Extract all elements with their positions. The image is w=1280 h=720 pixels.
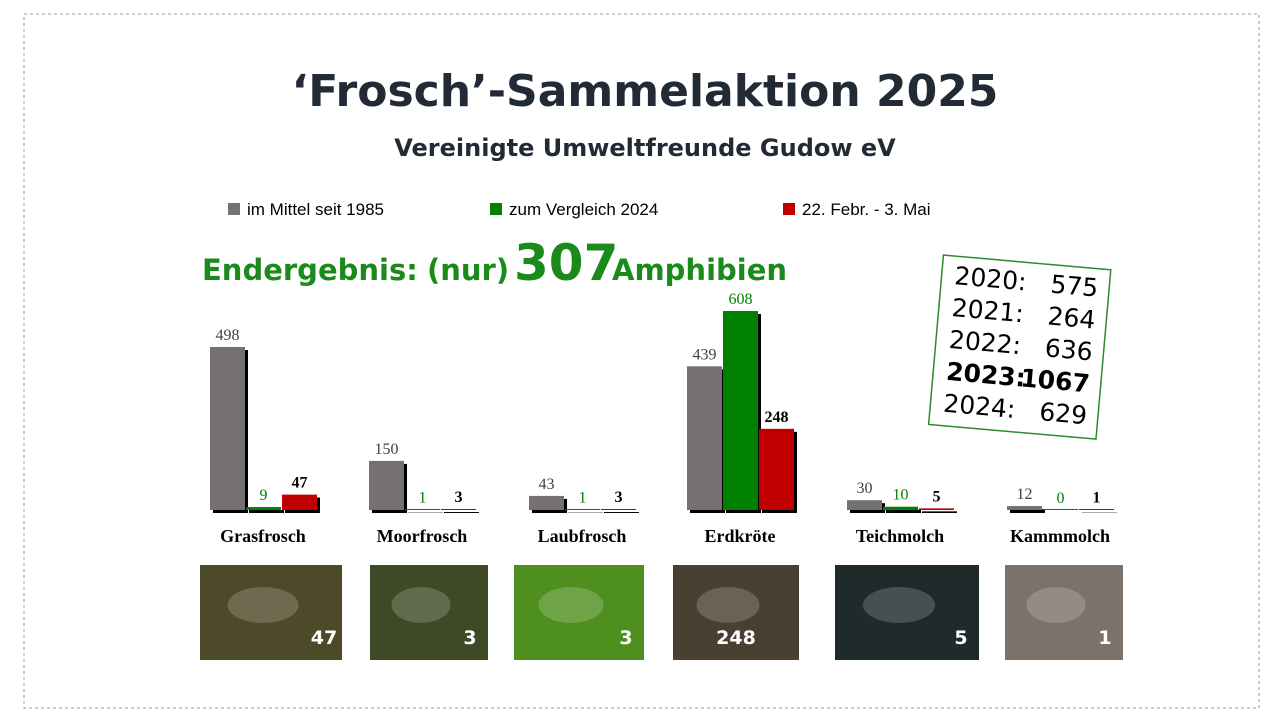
bar [210,347,245,510]
bar [919,508,954,510]
bar [723,311,758,510]
animal-photo [835,565,979,660]
bar [441,509,476,510]
bar-shadow [1010,509,1045,513]
category-label: Moorfrosch [377,526,468,546]
legend-label: im Mittel seit 1985 [247,200,384,219]
animal-photo [370,565,488,660]
value-label: 3 [455,489,463,506]
legend-label: zum Vergleich 2024 [509,200,658,219]
bar [565,509,600,510]
value-label: 43 [539,476,555,493]
value-label: 12 [1017,486,1033,503]
legend-swatch [228,203,240,215]
year-label: 2022: [948,325,1022,360]
photo-count: 3 [463,627,476,649]
bar-shadow [444,512,479,513]
result-qualifier: (nur) [427,253,509,287]
value-label: 47 [292,475,308,492]
legend-swatch [490,203,502,215]
photo-count: 248 [716,627,756,649]
value-label: 3 [615,489,623,506]
animal-shape [538,587,604,623]
bar [601,509,636,510]
result-total: 307 [514,234,618,292]
year-label: 2020: [953,261,1027,296]
bar-shadow [604,512,639,513]
legend-label: 22. Febr. - 3. Mai [802,200,931,219]
year-value: 575 [1049,270,1099,303]
bar [1079,509,1114,510]
chart-title: ‘Frosch’-Sammelaktion 2025 [292,66,999,117]
result-label: Endergebnis: [202,253,418,287]
year-label: 2021: [951,293,1025,328]
value-label: 608 [729,291,753,308]
value-label: 150 [375,441,399,458]
value-label: 5 [933,488,941,505]
animal-shape [391,587,451,623]
value-label: 10 [893,487,909,504]
animal-shape [1026,587,1086,623]
bar [369,460,404,510]
bar [529,495,564,510]
year-label: 2024: [942,389,1016,424]
year-box-frame [927,254,1112,440]
animal-photo [1005,565,1123,660]
photo-count: 47 [311,627,337,649]
animal-photo [200,565,342,660]
year-value: 264 [1047,302,1097,335]
value-label: 30 [857,480,873,497]
bar [847,500,882,510]
value-label: 1 [1093,490,1101,507]
bar [759,428,794,510]
category-label: Laubfrosch [538,526,627,546]
value-label: 1 [419,490,427,507]
bar [1043,509,1078,510]
year-value: 629 [1038,397,1088,430]
photo-count: 1 [1098,627,1111,649]
animal-shape [863,587,935,623]
value-label: 0 [1057,490,1065,507]
bar [282,494,317,510]
year-value: 1067 [1019,363,1091,398]
result-unit: Amphibien [612,253,787,287]
value-label: 9 [260,487,268,504]
bar [246,507,281,510]
year-label: 2023: [945,357,1027,393]
year-value: 636 [1044,333,1094,366]
bar [1007,506,1042,510]
bar-shadow [886,509,921,513]
photo-count: 5 [954,627,967,649]
value-label: 498 [216,327,240,344]
slide-border [23,13,1260,709]
photo-count: 3 [619,627,632,649]
animal-shape [696,587,760,623]
category-label: Teichmolch [856,526,944,546]
bar [687,366,722,510]
bar [883,506,918,510]
bar [405,509,440,510]
value-label: 439 [693,346,717,363]
category-label: Erdkröte [705,526,776,546]
category-label: Kammmolch [1010,526,1110,546]
category-label: Grasfrosch [220,526,306,546]
legend-swatch [783,203,795,215]
animal-photo [673,565,799,660]
bar-shadow [922,511,957,513]
chart-subtitle: Vereinigte Umweltfreunde Gudow eV [394,134,896,162]
animal-photo [514,565,644,660]
animal-shape [227,587,299,623]
value-label: 248 [765,409,789,426]
bar-shadow [249,510,284,513]
value-label: 1 [579,490,587,507]
